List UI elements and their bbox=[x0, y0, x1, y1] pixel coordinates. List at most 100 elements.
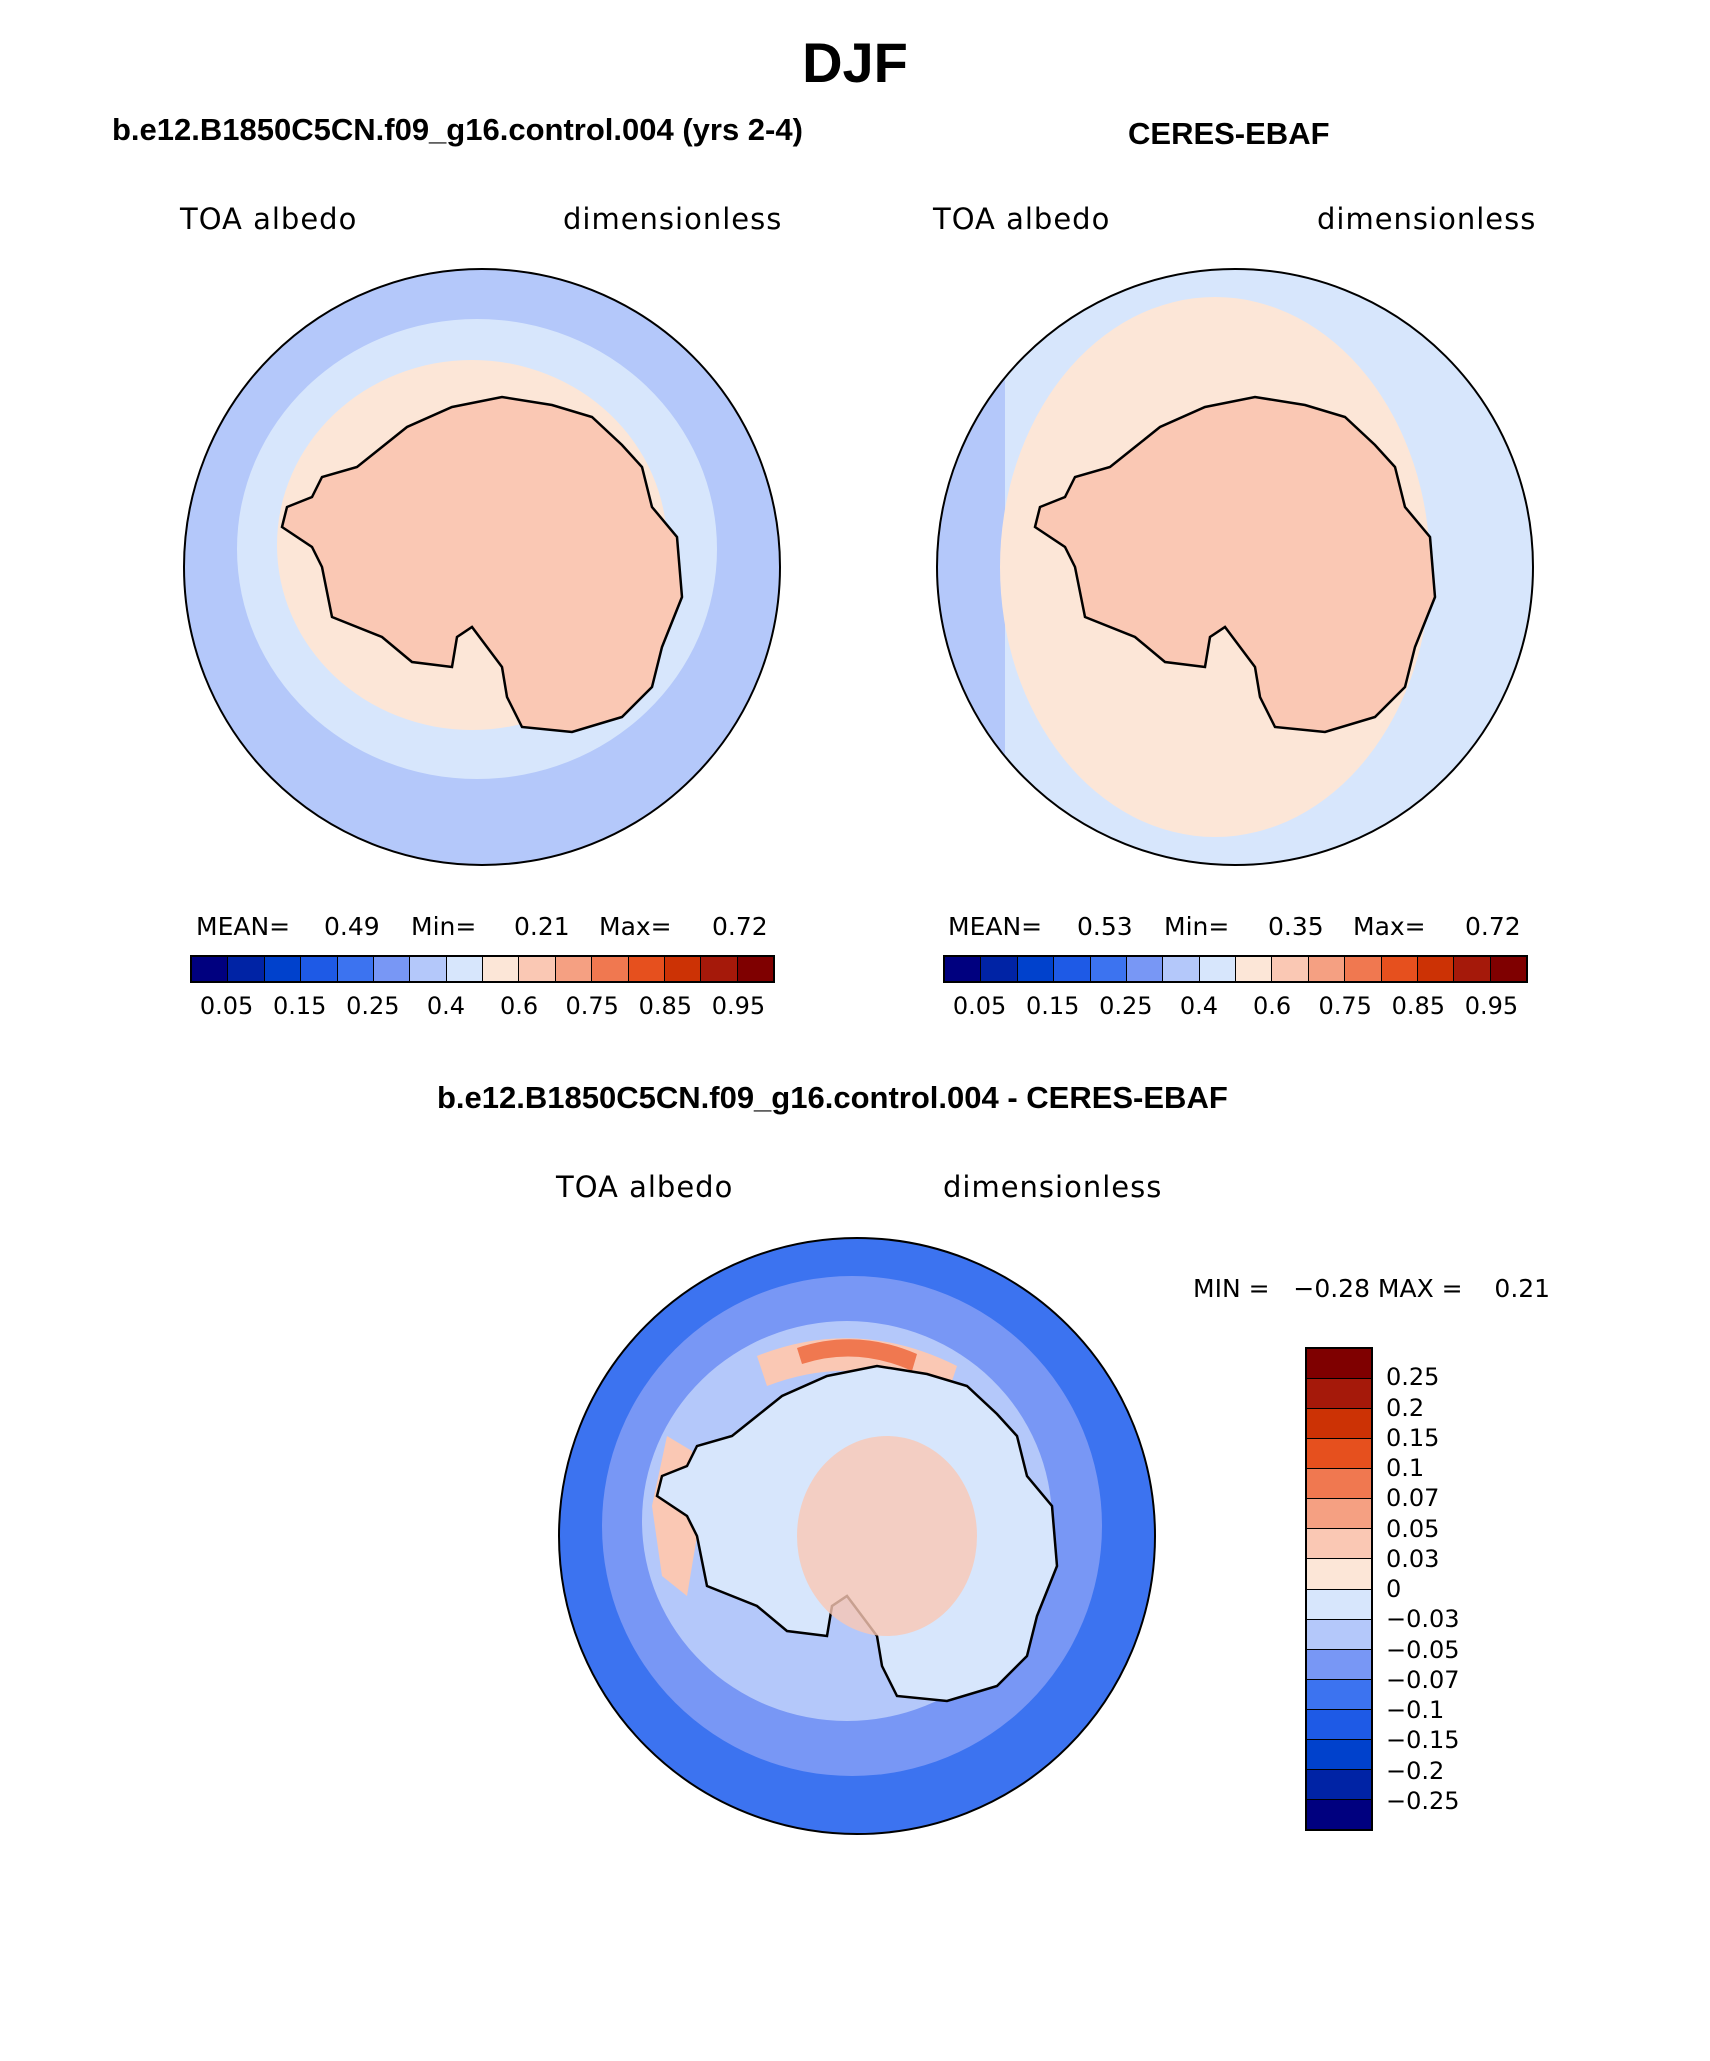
colorbar-tick-label: 0.03 bbox=[1386, 1544, 1440, 1573]
figure-title: DJF bbox=[802, 31, 908, 94]
colorbar-tick-label: 0.05 bbox=[199, 992, 254, 1020]
diff-polar-map bbox=[558, 1237, 1156, 1835]
colorbar-swatch bbox=[1307, 1439, 1371, 1470]
colorbar-tick-label: −0.2 bbox=[1386, 1756, 1445, 1785]
colorbar-swatch bbox=[192, 957, 229, 981]
colorbar-swatch bbox=[592, 957, 629, 981]
colorbar-tick-label: 0.15 bbox=[1386, 1423, 1440, 1452]
colorbar-swatch bbox=[483, 957, 520, 981]
colorbar-swatch bbox=[1307, 1739, 1371, 1770]
colorbar-tick-label: −0.05 bbox=[1386, 1635, 1460, 1664]
diff-units-label: dimensionless bbox=[943, 1170, 1163, 1204]
colorbar-tick-label: 0.75 bbox=[1318, 992, 1372, 1020]
colorbar-swatch bbox=[981, 957, 1018, 981]
colorbar-tick-label: −0.03 bbox=[1386, 1605, 1460, 1634]
model-units-label: dimensionless bbox=[563, 202, 783, 236]
colorbar-tick-label: −0.15 bbox=[1386, 1726, 1460, 1755]
colorbar-swatch bbox=[1017, 957, 1055, 981]
colorbar-tick-label: 0.15 bbox=[1025, 992, 1080, 1020]
colorbar-swatch bbox=[1345, 957, 1382, 981]
colorbar-swatch bbox=[664, 957, 702, 981]
colorbar-swatch bbox=[1307, 1589, 1371, 1620]
diff-colorbar bbox=[1305, 1347, 1373, 1831]
obs-units-label: dimensionless bbox=[1317, 202, 1537, 236]
obs-mean-value: 0.53 bbox=[1077, 912, 1133, 941]
model-max-value: 0.72 bbox=[712, 912, 768, 941]
model-min-value: 0.21 bbox=[514, 912, 570, 941]
colorbar-tick-label: 0.25 bbox=[1099, 992, 1153, 1020]
colorbar-swatch bbox=[1308, 957, 1346, 981]
colorbar-swatch bbox=[945, 957, 982, 981]
colorbar-swatch bbox=[264, 957, 302, 981]
obs-min-label: Min= bbox=[1164, 912, 1230, 941]
colorbar-swatch bbox=[1307, 1709, 1371, 1740]
colorbar-swatch bbox=[1199, 957, 1236, 981]
colorbar-swatch bbox=[1307, 1529, 1371, 1560]
colorbar-tick-label: 0.4 bbox=[426, 992, 466, 1020]
colorbar-tick-label: 0.95 bbox=[711, 992, 766, 1020]
colorbar-swatch bbox=[555, 957, 593, 981]
colorbar-swatch bbox=[519, 957, 556, 981]
model-min-label: Min= bbox=[411, 912, 477, 941]
colorbar-swatch bbox=[737, 957, 773, 981]
colorbar-tick-label: 0.85 bbox=[1391, 992, 1446, 1020]
colorbar-swatch bbox=[1307, 1619, 1371, 1650]
colorbar-tick-label: 0.6 bbox=[1252, 992, 1292, 1020]
colorbar-tick-label: 0.05 bbox=[952, 992, 1007, 1020]
model-mean-label: MEAN= bbox=[196, 912, 291, 941]
colorbar-swatch bbox=[1272, 957, 1309, 981]
model-mean-value: 0.49 bbox=[324, 912, 380, 941]
colorbar-tick-label: 0.4 bbox=[1179, 992, 1219, 1020]
colorbar-swatch bbox=[1417, 957, 1455, 981]
colorbar-tick-label: 0.2 bbox=[1386, 1393, 1425, 1422]
diff-min-max: MIN = −0.28 MAX = 0.21 bbox=[1193, 1274, 1551, 1303]
colorbar-swatch bbox=[1454, 957, 1491, 981]
colorbar-swatch bbox=[1307, 1349, 1371, 1380]
model-polar-map bbox=[183, 268, 781, 866]
model-variable-label: TOA albedo bbox=[180, 202, 358, 236]
colorbar-swatch bbox=[1126, 957, 1164, 981]
diff-hot-arc-north bbox=[797, 1339, 917, 1371]
obs-colorbar bbox=[943, 955, 1528, 983]
colorbar-tick-label: 0.05 bbox=[1386, 1514, 1440, 1543]
colorbar-tick-label: −0.1 bbox=[1386, 1696, 1445, 1724]
colorbar-swatch bbox=[1307, 1679, 1371, 1710]
diff-variable-label: TOA albedo bbox=[556, 1170, 734, 1204]
obs-far-ocean-strip bbox=[937, 269, 1005, 865]
colorbar-swatch bbox=[1236, 957, 1273, 981]
colorbar-swatch bbox=[1090, 957, 1127, 981]
colorbar-swatch bbox=[1490, 957, 1526, 981]
colorbar-swatch bbox=[1307, 1379, 1371, 1410]
model-colorbar bbox=[190, 955, 775, 983]
colorbar-swatch bbox=[1307, 1469, 1371, 1500]
colorbar-swatch bbox=[1381, 957, 1418, 981]
obs-max-value: 0.72 bbox=[1465, 912, 1521, 941]
colorbar-swatch bbox=[1307, 1499, 1371, 1530]
colorbar-tick-label: −0.25 bbox=[1386, 1786, 1460, 1815]
colorbar-tick-label: −0.07 bbox=[1386, 1665, 1460, 1694]
colorbar-tick-label: 0.75 bbox=[565, 992, 619, 1020]
colorbar-swatch bbox=[410, 957, 447, 981]
diff-panel-title: b.e12.B1850C5CN.f09_g16.control.004 - CE… bbox=[437, 1080, 1228, 1115]
diff-interior-positive bbox=[797, 1436, 977, 1636]
obs-max-label: Max= bbox=[1353, 912, 1426, 941]
obs-variable-label: TOA albedo bbox=[933, 202, 1111, 236]
colorbar-tick-label: 0.6 bbox=[499, 992, 539, 1020]
model-panel-title: b.e12.B1850C5CN.f09_g16.control.004 (yrs… bbox=[112, 112, 803, 147]
colorbar-swatch bbox=[1054, 957, 1091, 981]
colorbar-tick-label: 0.25 bbox=[346, 992, 400, 1020]
obs-polar-map bbox=[936, 268, 1534, 866]
colorbar-tick-label: 0.95 bbox=[1464, 992, 1519, 1020]
colorbar-tick-label: 0.15 bbox=[272, 992, 327, 1020]
colorbar-swatch bbox=[1307, 1559, 1371, 1590]
colorbar-swatch bbox=[1307, 1769, 1371, 1800]
colorbar-swatch bbox=[301, 957, 338, 981]
colorbar-tick-label: 0 bbox=[1386, 1575, 1402, 1603]
obs-panel-title: CERES-EBAF bbox=[1128, 116, 1330, 151]
colorbar-swatch bbox=[628, 957, 665, 981]
colorbar-tick-label: 0.1 bbox=[1386, 1454, 1425, 1482]
colorbar-swatch bbox=[373, 957, 411, 981]
colorbar-tick-label: 0.25 bbox=[1386, 1363, 1440, 1392]
colorbar-swatch bbox=[1307, 1649, 1371, 1680]
colorbar-swatch bbox=[1307, 1799, 1371, 1829]
